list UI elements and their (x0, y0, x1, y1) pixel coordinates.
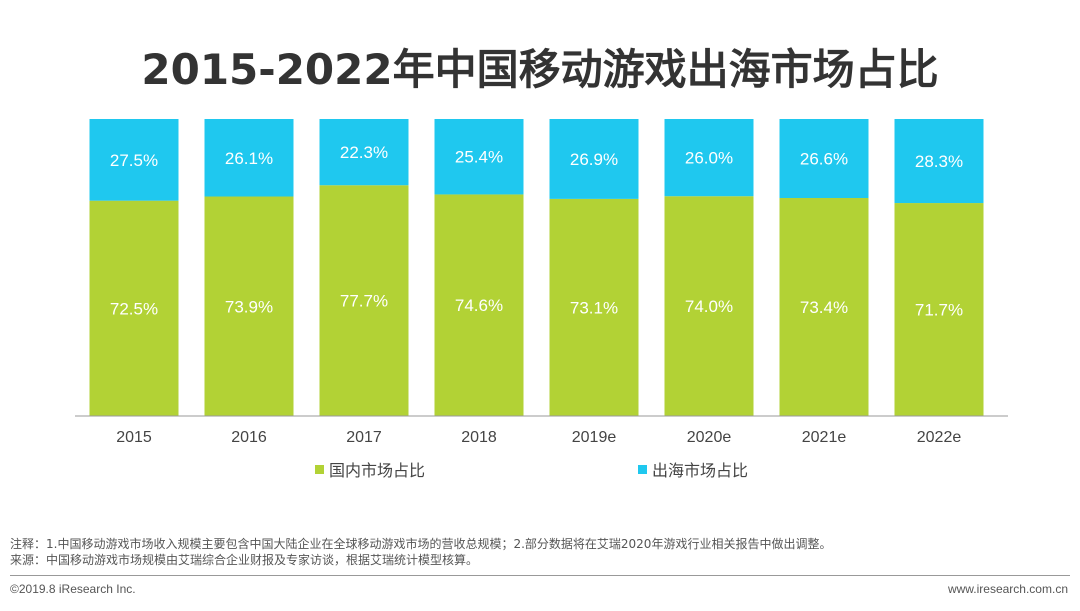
data-labels-layer: 72.5% 27.5% 73.9% 26.1% 77.7% 22.3% 74.6% 25.4%… (110, 143, 963, 319)
bar-domestic-2020e (664, 196, 754, 416)
data-label-domestic-2021e: 73.4% (800, 298, 848, 317)
data-label-domestic-2020e: 74.0% (685, 297, 733, 316)
footnotes: 注释：1.中国移动游戏市场收入规模主要包含中国大陆企业在全球移动游戏市场的营收总… (10, 536, 831, 568)
data-label-domestic-2017: 77.7% (340, 292, 388, 311)
data-label-overseas-2022e: 28.3% (915, 152, 963, 171)
data-label-domestic-2016: 73.9% (225, 297, 273, 316)
footnote-note: 注释：1.中国移动游戏市场收入规模主要包含中国大陆企业在全球移动游戏市场的营收总… (10, 537, 832, 551)
legend-label-domestic: 国内市场占比 (329, 461, 426, 480)
bar-overseas-2019e (549, 119, 639, 199)
x-tick-label-2021e: 2021e (802, 429, 847, 446)
bar-overseas-2016 (204, 119, 294, 197)
bar-overseas-2021e (779, 119, 869, 199)
chart-title: 2015-2022年中国移动游戏出海市场占比 (141, 45, 939, 94)
x-tick-label-2015: 2015 (116, 429, 152, 446)
data-label-overseas-2019e: 26.9% (570, 150, 618, 169)
bar-overseas-2020e (664, 119, 754, 197)
legend-item-domestic: 国内市场占比 (315, 457, 425, 481)
bar-overseas-2022e (894, 119, 984, 204)
bar-overseas-2018 (434, 119, 524, 195)
data-label-domestic-2015: 72.5% (110, 299, 158, 318)
data-label-domestic-2022e: 71.7% (915, 301, 963, 320)
legend-label-overseas: 出海市场占比 (652, 461, 749, 480)
x-tick-labels-layer: 2015 2016 2017 2018 2019e 2020e 2021e 2022e (116, 429, 961, 446)
copyright-text: ©2019.8 iResearch Inc. (10, 582, 136, 596)
bar-domestic-2017 (319, 185, 409, 416)
bar-domestic-2016 (204, 196, 294, 416)
stacked-bar-chart: 72.5% 27.5% 73.9% 26.1% 77.7% 22.3% 74.6% 25.4%… (75, 119, 1008, 446)
legend-swatch-domestic (315, 464, 324, 474)
bar-overseas-2015 (89, 119, 179, 201)
x-tick-label-2017: 2017 (346, 429, 382, 446)
x-tick-label-2019e: 2019e (572, 429, 617, 446)
bar-domestic-2015 (89, 200, 179, 416)
x-tick-label-2022e: 2022e (917, 429, 962, 446)
legend-swatch-overseas (638, 464, 647, 474)
x-tick-label-2018: 2018 (461, 429, 497, 446)
x-tick-label-2016: 2016 (231, 429, 267, 446)
data-label-overseas-2018: 25.4% (455, 148, 503, 167)
footer-divider (10, 575, 1070, 576)
data-label-domestic-2019e: 73.1% (570, 298, 618, 317)
legend-item-overseas: 出海市场占比 (638, 457, 748, 481)
bar-domestic-2022e (894, 203, 984, 416)
data-label-overseas-2015: 27.5% (110, 151, 158, 170)
x-tick-label-2020e: 2020e (687, 429, 732, 446)
bar-domestic-2021e (779, 198, 869, 416)
data-label-overseas-2016: 26.1% (225, 149, 273, 168)
footnote-source: 来源：中国移动游戏市场规模由艾瑞综合企业财报及专家访谈，根据艾瑞统计模型核算。 (10, 553, 479, 567)
data-label-overseas-2020e: 26.0% (685, 149, 733, 168)
data-label-overseas-2017: 22.3% (340, 143, 388, 162)
data-label-overseas-2021e: 26.6% (800, 150, 848, 169)
data-label-domestic-2018: 74.6% (455, 296, 503, 315)
bar-overseas-2017 (319, 119, 409, 186)
bars-layer (89, 119, 984, 416)
website-link[interactable]: www.iresearch.com.cn (947, 582, 1068, 596)
bar-domestic-2018 (434, 194, 524, 416)
bar-domestic-2019e (549, 198, 639, 416)
